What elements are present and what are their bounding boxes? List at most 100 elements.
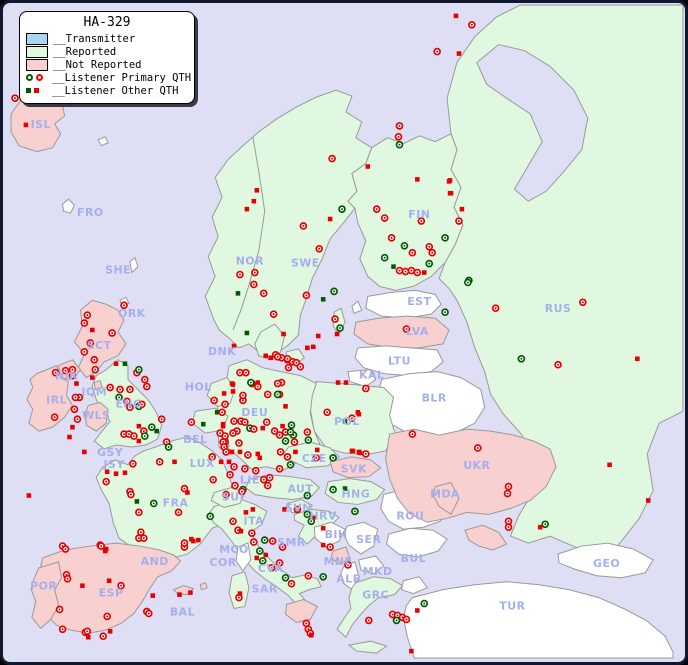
listener-primary-marker-dot <box>145 385 148 388</box>
legend-row-not-reported: __Not Reported <box>26 58 188 71</box>
country-label-and: AND <box>141 555 169 568</box>
listener-other-marker <box>104 469 110 475</box>
listener-other-marker <box>537 524 543 530</box>
listener-primary-marker-dot <box>222 441 225 443</box>
listener-primary-marker-dot <box>213 399 216 402</box>
country-ita <box>208 497 322 607</box>
listener-primary-marker-dot <box>111 332 114 334</box>
country-lva <box>353 315 450 349</box>
country-label-wls: WLS <box>82 409 110 422</box>
europe-map[interactable]: RUS NOR SWE FIN ISL FRO SHE ORK SCT ENG WLS NIR IRL I… <box>3 3 685 662</box>
listener-other-marker <box>226 459 232 465</box>
listener-primary-marker-dot <box>106 615 109 618</box>
country-mkd <box>358 555 385 575</box>
listener-other-marker <box>250 507 256 512</box>
listener-other-marker <box>281 331 286 337</box>
listener-primary-marker-dot <box>397 135 400 138</box>
legend-row-listener-primary: __Listener Primary QTH <box>26 71 192 84</box>
country-cor <box>235 542 252 572</box>
listener-primary-marker-dot <box>506 492 509 495</box>
listener-primary-marker-dot <box>219 432 222 435</box>
listener-primary-marker-dot <box>14 97 16 100</box>
listener-primary-marker-dot <box>289 463 292 466</box>
listener-other-marker <box>453 13 459 19</box>
country-fra <box>95 436 237 560</box>
listener-primary-marker-dot <box>444 236 447 239</box>
legend-label-reported: __Reported <box>53 45 117 58</box>
country-bul <box>386 527 448 558</box>
listener-other-marker <box>645 498 651 503</box>
listener-primary-marker-dot <box>127 433 130 436</box>
listener-primary-marker-dot <box>310 520 313 523</box>
listener-primary-marker-dot <box>263 539 266 542</box>
listener-primary-marker-dot <box>147 612 150 615</box>
listener-other-marker <box>607 462 612 468</box>
country-kal <box>347 369 377 388</box>
listener-other-marker <box>365 164 371 169</box>
country-por <box>30 561 63 630</box>
listener-primary-marker-dot <box>299 365 302 368</box>
listener-other-marker <box>334 331 340 337</box>
listener-primary-marker-dot <box>137 368 140 371</box>
green-square-icon <box>26 88 31 93</box>
listener-other-marker <box>23 122 29 128</box>
listener-primary-marker-dot <box>395 619 398 622</box>
listener-primary-marker-dot <box>94 368 97 371</box>
listener-other-marker <box>188 590 193 595</box>
legend-row-listener-other: __Listener Other QTH <box>26 84 188 97</box>
country-mne <box>330 546 351 565</box>
listener-primary-marker-dot <box>276 355 279 358</box>
listener-primary-marker-dot <box>262 292 265 295</box>
legend-label-listener-primary: __Listener Primary QTH <box>52 71 192 84</box>
country-cri <box>464 524 508 551</box>
listener-other-marker <box>350 448 356 454</box>
listener-other-marker <box>391 264 396 269</box>
listener-primary-marker-dot <box>470 23 473 26</box>
listener-other-marker <box>327 216 333 222</box>
country-label-she: SHE <box>105 264 131 277</box>
country-label-fra: FRA <box>163 496 189 509</box>
listener-other-marker <box>311 344 316 350</box>
listener-other-marker <box>415 608 420 613</box>
listener-primary-marker-dot <box>278 467 281 470</box>
listener-primary-marker-dot <box>334 318 337 321</box>
listener-other-marker <box>305 345 310 351</box>
listener-other-marker <box>238 528 244 534</box>
listener-other-marker <box>237 591 243 596</box>
country-label-grc: GRC <box>362 589 389 602</box>
country-grc <box>336 576 404 639</box>
listener-other-marker <box>177 592 182 597</box>
listener-primary-marker-dot <box>398 124 401 127</box>
transmitter-swatch <box>26 32 48 45</box>
listener-other-marker <box>136 438 142 444</box>
listener-primary-marker-dot <box>256 385 259 388</box>
listener-primary-marker-dot <box>246 453 249 456</box>
listener-primary-marker-dot <box>183 487 186 490</box>
listener-primary-marker-dot <box>139 531 142 534</box>
country-svk <box>329 456 382 479</box>
listener-primary-marker-dot <box>322 575 325 578</box>
listener-other-marker <box>357 450 363 456</box>
country-label-mda: MDA <box>430 487 460 500</box>
listener-primary-marker-dot <box>404 270 407 273</box>
country-label-fin: FIN <box>408 208 430 221</box>
listener-primary-marker-dot <box>507 526 510 529</box>
listener-other-marker <box>415 177 420 182</box>
legend-label-not-reported: __Not Reported <box>53 58 142 71</box>
country-label-cor: COR <box>210 556 237 569</box>
listener-primary-marker-dot <box>252 283 255 286</box>
listener-primary-marker-dot <box>332 456 335 459</box>
country-label-bel: BEL <box>183 433 207 446</box>
country-label-por: POR <box>30 580 57 593</box>
listener-primary-marker-dot <box>89 341 92 344</box>
listener-primary-marker-dot <box>410 269 413 272</box>
listener-primary-marker-dot <box>128 406 131 409</box>
listener-other-marker <box>293 449 298 455</box>
listener-primary-marker-dot <box>109 386 112 389</box>
country-sar <box>228 571 250 610</box>
country-nor <box>204 89 373 353</box>
country-label-pol: POL <box>334 415 360 428</box>
listener-other-marker <box>635 356 640 362</box>
listener-primary-marker-dot <box>431 251 434 254</box>
listener-primary-marker-dot <box>58 608 61 611</box>
